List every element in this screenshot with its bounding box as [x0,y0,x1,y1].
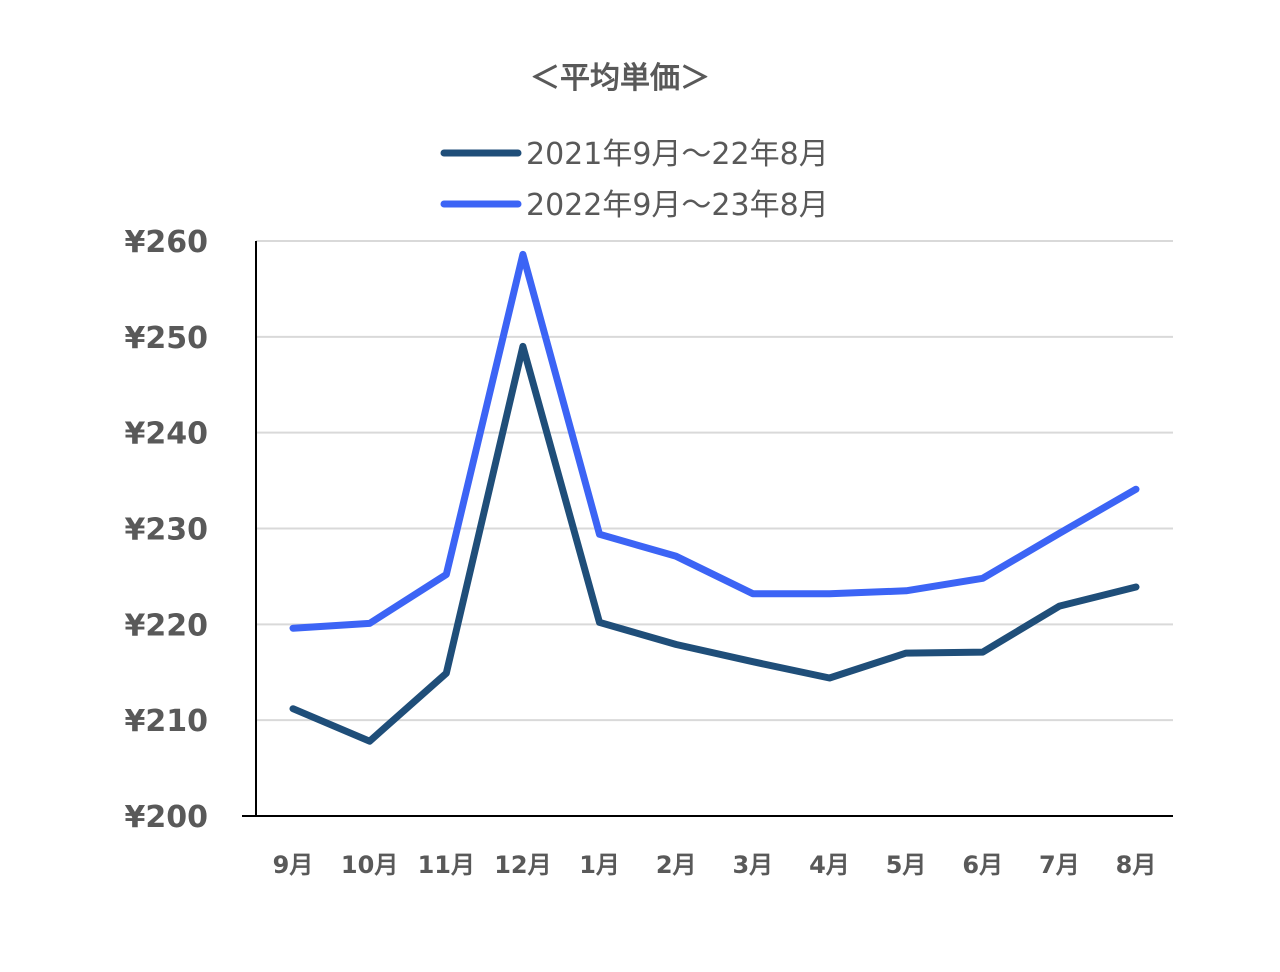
y-tick-label: ¥240 [125,417,209,452]
y-tick-label: ¥210 [125,704,209,739]
x-tick-label: 8月 [1116,851,1157,879]
y-tick-label: ¥220 [125,608,209,643]
series-line-2 [289,250,1140,632]
y-tick-label: ¥250 [125,321,209,356]
x-tick-label: 6月 [962,851,1003,879]
x-tick-label: 10月 [341,851,398,879]
series-line-1 [289,342,1140,745]
legend-label-series-2: 2022年9月～23年8月 [526,188,829,223]
series-lines [289,250,1140,745]
x-tick-label: 1月 [579,851,620,879]
x-tick-label: 3月 [732,851,773,879]
x-tick-label: 5月 [886,851,927,879]
x-tick-label: 4月 [809,851,850,879]
x-tick-label: 11月 [418,851,475,879]
y-tick-label: ¥260 [125,225,209,260]
legend: 2021年9月～22年8月 2022年9月～23年8月 [440,137,829,223]
x-axis-tick-labels: 9月 10月 11月 12月 1月 2月 3月 4月 5月 6月 7月 8月 [273,851,1157,879]
legend-label-series-1: 2021年9月～22年8月 [526,137,829,172]
gridlines [256,240,1173,722]
x-tick-label: 7月 [1039,851,1080,879]
x-tick-label: 9月 [273,851,314,879]
y-tick-label: ¥200 [125,800,209,835]
x-tick-label: 12月 [494,851,551,879]
y-axis-tick-labels: ¥200 ¥210 ¥220 ¥230 ¥240 ¥250 ¥260 [125,225,209,835]
x-tick-label: 2月 [656,851,697,879]
chart-title: ＜平均単価＞ [530,61,710,96]
y-tick-label: ¥230 [125,513,209,548]
